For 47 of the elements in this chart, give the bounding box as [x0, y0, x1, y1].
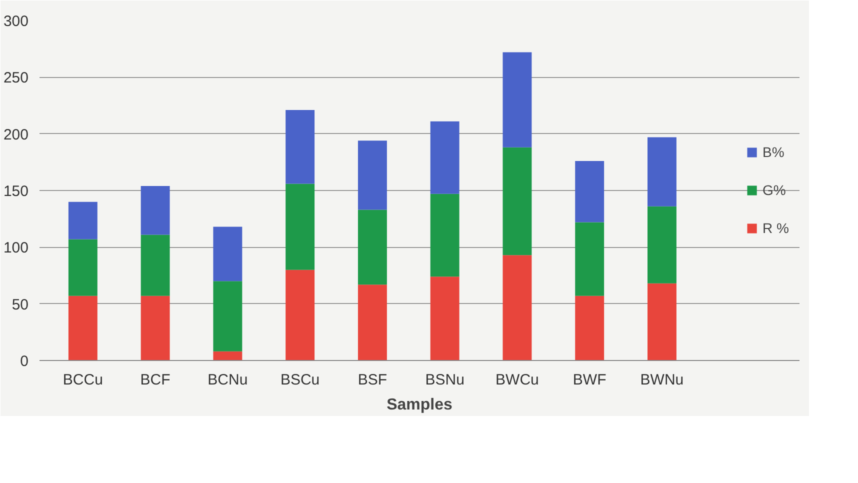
bar — [286, 110, 315, 184]
legend-label: B% — [762, 144, 784, 160]
bar — [213, 281, 242, 352]
y-tick-label: 150 — [3, 183, 29, 200]
bar — [430, 276, 460, 360]
bar — [648, 283, 676, 360]
x-tick-label: BCCu — [62, 372, 103, 388]
bar — [213, 351, 242, 360]
bar — [430, 194, 460, 277]
bar — [213, 226, 242, 282]
x-tick-label: BSCu — [280, 372, 320, 388]
bar — [575, 296, 604, 360]
bar — [358, 210, 387, 285]
bar — [648, 206, 676, 284]
y-tick-label: 50 — [12, 296, 29, 314]
bar — [502, 255, 532, 360]
bar — [140, 296, 170, 360]
bar — [648, 137, 676, 206]
bar — [286, 184, 315, 270]
y-tick-label: 200 — [3, 126, 29, 144]
x-tick-label: BCNu — [208, 372, 248, 388]
bar — [575, 161, 604, 222]
y-tick-label: 0 — [20, 353, 28, 370]
bar — [68, 239, 98, 296]
bar — [68, 202, 98, 240]
bar — [286, 270, 315, 360]
bar — [68, 296, 98, 360]
bar — [430, 121, 460, 194]
x-tick-label: BSF — [358, 372, 388, 388]
bar — [358, 140, 387, 210]
y-tick-label: 300 — [3, 13, 29, 30]
bar — [575, 222, 604, 296]
legend-label: R % — [762, 220, 789, 236]
y-tick-label: 250 — [3, 70, 29, 87]
bar — [140, 186, 170, 235]
bar — [358, 284, 387, 360]
x-tick-label: BWF — [572, 372, 606, 388]
bar — [502, 147, 532, 256]
x-tick-label: BWCu — [496, 372, 539, 388]
legend-label: G% — [762, 182, 786, 198]
x-tick-label: BWNu — [640, 372, 684, 388]
x-tick-label: BCF — [140, 372, 170, 388]
bar — [502, 52, 532, 148]
x-axis-title: Samples — [386, 396, 453, 414]
bar — [140, 234, 170, 296]
y-tick-label: 100 — [3, 240, 29, 257]
x-tick-label: BSNu — [425, 372, 464, 388]
